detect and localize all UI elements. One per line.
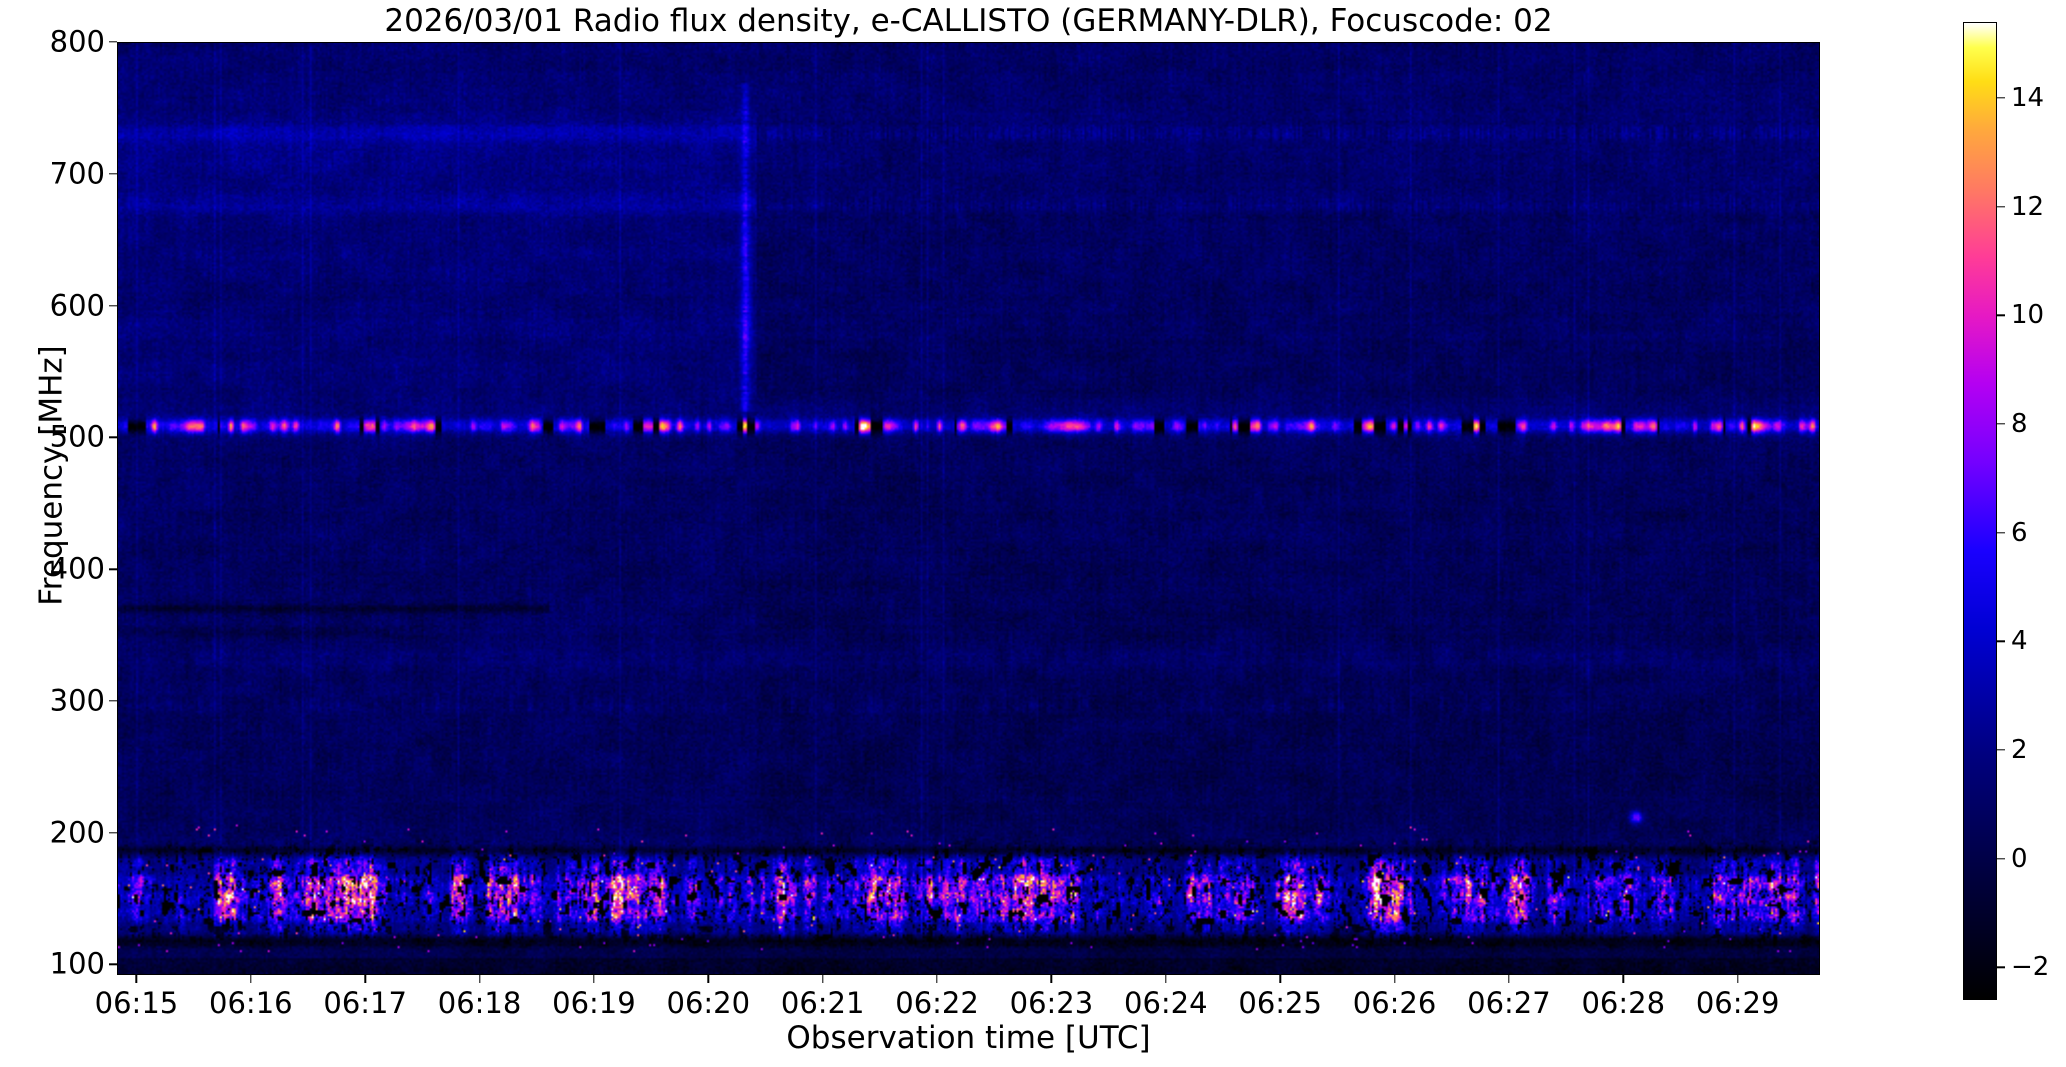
x-tick-label: 06:17 [323,986,407,1020]
x-tick-mark [707,975,709,983]
x-tick-mark [478,975,481,983]
colorbar-tick-mark [1997,314,2005,317]
x-tick-mark [364,975,366,983]
x-tick-mark [1050,975,1053,983]
y-tick-label: 200 [49,815,105,850]
colorbar-tick-mark [1997,749,2005,751]
page-title: 2026/03/01 Radio flux density, e-CALLIST… [384,3,1553,39]
x-tick-mark [1622,975,1624,983]
x-axis-label: Observation time [UTC] [786,1020,1151,1056]
x-tick-label: 06:23 [1009,986,1094,1020]
colorbar-tick-mark [1997,966,2005,969]
colorbar-tick-label: 6 [2011,517,2028,548]
x-tick-label: 06:22 [895,986,979,1020]
y-tick-mark [109,173,117,175]
y-tick-label: 100 [49,946,105,981]
x-tick-label: 06:20 [666,986,751,1020]
x-tick-mark [1736,975,1739,983]
x-tick-label: 06:15 [94,986,179,1020]
y-tick-label: 300 [49,683,105,718]
x-tick-label: 06:18 [437,986,522,1020]
y-tick-mark [109,700,117,702]
colorbar-axis: −2 0 2 4 6 8 10 12 14 [1997,22,2066,1000]
x-tick-mark [1279,975,1281,983]
x-tick-label: 06:24 [1123,986,1208,1020]
colorbar-tick-label: 10 [2011,300,2045,331]
x-tick-label: 06:16 [209,986,293,1020]
x-tick-mark [1393,975,1396,983]
colorbar-tick-mark [1997,858,2005,860]
colorbar-tick-label: 14 [2011,83,2045,114]
y-tick-label: 800 [49,24,105,59]
colorbar-gradient [1963,22,1997,1000]
colorbar-tick-mark [1997,423,2005,425]
x-tick-label: 06:21 [780,986,865,1020]
colorbar-tick-mark [1997,532,2005,534]
x-axis: 06:15 06:16 06:17 06:18 06:19 06:20 06:21 06:22… [95,975,1820,1025]
colorbar-tick-label: 4 [2011,626,2028,657]
y-tick-mark [109,831,117,834]
y-tick-mark [109,568,117,570]
spectrogram-plot[interactable] [117,42,1820,975]
x-tick-mark [250,975,252,983]
y-tick-mark [109,963,117,966]
colorbar-tick-label: 8 [2011,409,2028,440]
y-tick-label: 700 [49,156,105,191]
colorbar-tick-mark [1997,97,2005,99]
y-tick-mark [109,436,117,439]
x-tick-mark [1165,975,1167,983]
x-tick-label: 06:19 [552,986,636,1020]
colorbar [1963,22,1997,1000]
x-tick-label: 06:26 [1352,986,1437,1020]
y-axis: 800 700 600 500 400 300 200 100 [0,27,117,978]
y-tick-label: 400 [49,551,105,586]
colorbar-tick-label: −2 [2011,952,2050,983]
spectrogram-image [118,43,1819,974]
colorbar-tick-mark [1997,640,2005,643]
x-tick-mark [135,975,138,983]
x-tick-mark [593,975,595,983]
x-tick-label: 06:28 [1581,986,1666,1020]
y-tick-label: 600 [49,288,105,323]
x-tick-mark [821,975,824,983]
x-tick-mark [1508,975,1510,983]
y-tick-label: 500 [49,419,105,454]
x-tick-label: 06:25 [1238,986,1322,1020]
x-tick-label: 06:27 [1467,986,1551,1020]
x-tick-label: 06:29 [1695,986,1780,1020]
colorbar-tick-label: 2 [2011,735,2028,766]
colorbar-tick-mark [1997,206,2005,208]
y-tick-mark [109,41,117,43]
colorbar-tick-label: 0 [2011,843,2028,874]
colorbar-tick-label: 12 [2011,191,2045,222]
y-tick-mark [109,304,117,307]
x-tick-mark [936,975,938,983]
